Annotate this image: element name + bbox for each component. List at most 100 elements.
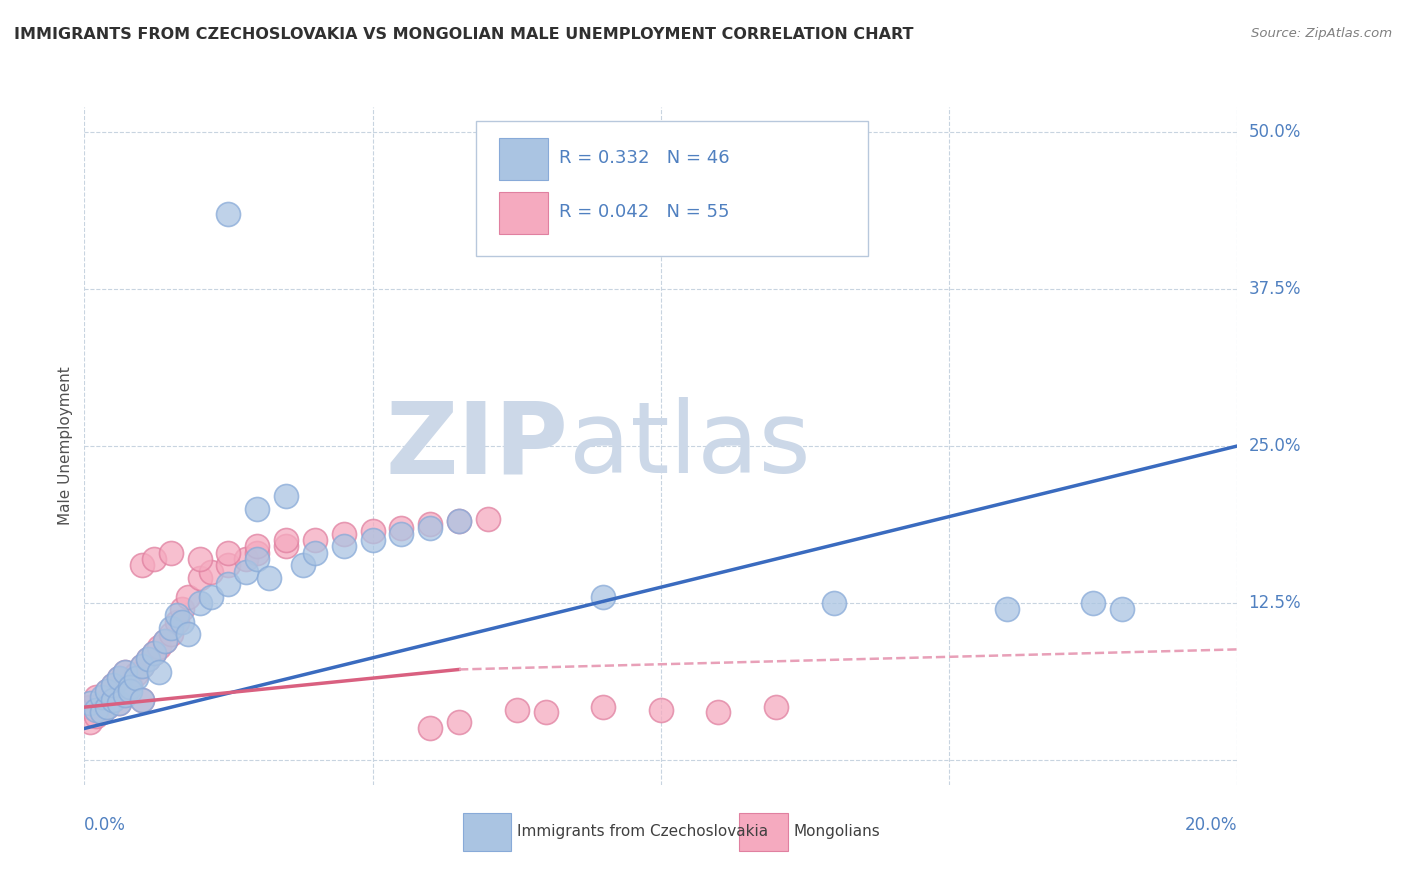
Point (534, 705, 557, 719)
Point (592, 590, 614, 604)
Point (84, 690, 107, 704)
Point (333, 527, 356, 541)
Point (148, 665, 170, 679)
Point (90, 697, 112, 711)
Text: ZIP: ZIP (385, 398, 568, 494)
Point (650, 703, 672, 717)
Point (995, 602, 1018, 616)
Text: IMMIGRANTS FROM CZECHOSLOVAKIA VS MONGOLIAN MALE UNEMPLOYMENT CORRELATION CHART: IMMIGRANTS FROM CZECHOSLOVAKIA VS MONGOL… (14, 27, 914, 42)
Point (218, 577, 240, 591)
Point (114, 665, 136, 679)
Point (131, 658, 153, 673)
Point (361, 524, 384, 539)
Text: 12.5%: 12.5% (1249, 594, 1301, 612)
Text: 25.0%: 25.0% (1249, 437, 1301, 455)
Point (96, 700, 118, 714)
Point (361, 533, 384, 548)
Point (333, 540, 356, 554)
Point (103, 677, 124, 691)
Point (160, 546, 183, 560)
Point (114, 665, 136, 679)
Point (120, 683, 142, 698)
Point (592, 700, 614, 714)
Point (246, 546, 269, 560)
FancyBboxPatch shape (499, 192, 548, 234)
Point (276, 533, 298, 548)
Y-axis label: Male Unemployment: Male Unemployment (58, 367, 73, 525)
Point (153, 633, 176, 648)
Point (391, 520, 413, 534)
Point (114, 688, 136, 702)
Point (246, 540, 269, 554)
Point (125, 671, 148, 685)
Point (166, 615, 188, 629)
Point (90, 690, 112, 704)
Point (96, 683, 118, 698)
Point (707, 705, 730, 719)
Point (84, 709, 107, 723)
Point (142, 646, 165, 660)
Point (96, 700, 118, 714)
Text: Source: ZipAtlas.com: Source: ZipAtlas.com (1251, 27, 1392, 40)
Point (1083, 596, 1105, 610)
Point (108, 697, 131, 711)
Point (188, 596, 211, 610)
Point (276, 540, 298, 554)
Point (142, 552, 165, 566)
Point (218, 207, 240, 221)
Point (120, 680, 142, 694)
Point (246, 501, 269, 516)
Point (90, 705, 112, 719)
Point (449, 514, 471, 528)
Point (120, 680, 142, 694)
Point (172, 615, 194, 629)
Point (166, 608, 188, 623)
Text: atlas: atlas (568, 398, 810, 494)
Point (449, 514, 471, 528)
FancyBboxPatch shape (740, 813, 787, 851)
Point (148, 640, 170, 654)
Point (304, 546, 326, 560)
FancyBboxPatch shape (477, 120, 869, 256)
FancyBboxPatch shape (499, 137, 548, 179)
Point (419, 520, 441, 534)
Point (79, 697, 101, 711)
Text: R = 0.332   N = 46: R = 0.332 N = 46 (560, 149, 730, 167)
Point (160, 627, 183, 641)
Text: R = 0.042   N = 55: R = 0.042 N = 55 (560, 203, 730, 221)
Point (391, 527, 413, 541)
Point (1111, 602, 1133, 616)
Point (131, 558, 153, 573)
Point (177, 627, 200, 641)
Point (131, 692, 153, 706)
Point (172, 602, 194, 616)
Point (304, 533, 326, 548)
Point (200, 565, 222, 579)
Text: 0.0%: 0.0% (84, 815, 127, 833)
Point (449, 715, 471, 730)
FancyBboxPatch shape (463, 813, 510, 851)
Point (765, 700, 787, 714)
Point (188, 571, 211, 585)
Point (108, 697, 131, 711)
Point (153, 633, 176, 648)
Point (235, 552, 257, 566)
Text: Immigrants from Czechoslovakia: Immigrants from Czechoslovakia (517, 823, 768, 838)
Point (125, 667, 148, 681)
Text: Mongolians: Mongolians (793, 823, 880, 838)
Point (246, 552, 269, 566)
Point (96, 683, 118, 698)
Point (131, 692, 153, 706)
Point (142, 646, 165, 660)
Point (292, 558, 315, 573)
Point (235, 565, 257, 579)
Point (506, 703, 529, 717)
Point (114, 688, 136, 702)
Point (103, 692, 124, 706)
Point (103, 677, 124, 691)
Point (823, 596, 845, 610)
Point (218, 546, 240, 560)
Text: 20.0%: 20.0% (1185, 815, 1237, 833)
Text: 37.5%: 37.5% (1249, 280, 1301, 298)
Point (419, 722, 441, 736)
